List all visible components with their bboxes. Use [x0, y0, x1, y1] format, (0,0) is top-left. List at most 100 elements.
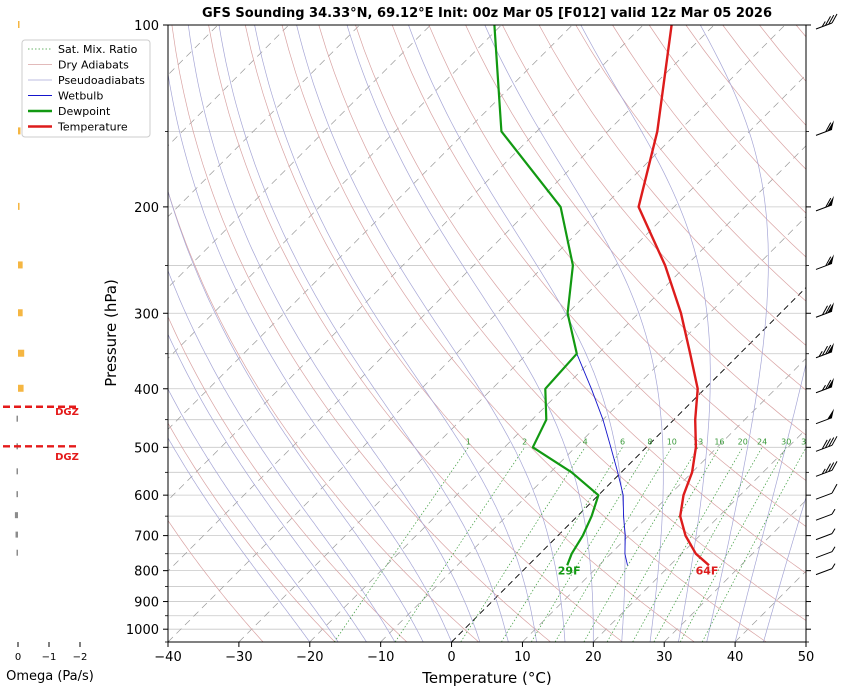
x-tick-label: −40 — [154, 650, 181, 665]
legend-item-label: Dewpoint — [58, 105, 111, 118]
y-tick-label: 700 — [134, 530, 159, 545]
omega-panel: 0 −1 −2 — [3, 21, 87, 663]
wind-barb-half-feather — [818, 351, 823, 357]
legend-item-label: Wetbulb — [58, 90, 103, 103]
y-tick-label: 900 — [134, 596, 159, 611]
y-axis-label: Pressure (hPa) — [102, 279, 120, 387]
wind-barb — [815, 302, 834, 318]
wind-barb — [815, 13, 838, 30]
wind-barb-feather — [825, 16, 831, 26]
mixing-ratio-line — [632, 447, 744, 642]
moist-adiabat-line — [168, 269, 396, 642]
mixing-ratio-line — [583, 447, 699, 642]
wind-barb — [815, 508, 836, 521]
wind-barb-half-feather — [821, 21, 826, 27]
moist-adiabat-line — [484, 25, 664, 642]
dry-adiabat-line — [795, 25, 806, 38]
wind-barb-feather — [825, 256, 832, 266]
wind-barb-feather — [831, 461, 838, 471]
omega-bar — [18, 21, 20, 28]
wind-barb-staff — [815, 533, 833, 541]
mixing-ratio-label: 36 — [801, 437, 811, 446]
wind-barb-half-feather — [822, 384, 826, 391]
dry-adiabat-line — [833, 25, 844, 642]
moist-adiabat-line — [218, 25, 509, 642]
omega-bar — [16, 468, 18, 475]
surface-temperature-label: 64F — [696, 564, 719, 577]
omega-bar — [18, 309, 23, 317]
omega-bar — [14, 512, 18, 519]
omega-tick-label: 0 — [15, 652, 21, 663]
wind-barb-half-feather — [821, 468, 826, 475]
moist-adiabat-line — [168, 333, 367, 642]
mixing-ratio-label: 20 — [738, 437, 748, 446]
wind-barb-flag — [827, 120, 834, 132]
mixing-ratio-label: 2 — [522, 437, 527, 446]
moist-adiabat-line — [580, 25, 711, 642]
dry-adiabat-line — [502, 25, 806, 391]
dry-adiabat-line — [168, 315, 408, 642]
y-tick-label: 100 — [134, 19, 159, 34]
omega-bar — [16, 491, 18, 498]
moist-adiabat-line — [168, 71, 452, 642]
isotherm-zero-line — [451, 286, 806, 642]
y-tick-label: 600 — [134, 489, 159, 504]
wind-barb-staff — [815, 551, 833, 559]
wind-barb-flag — [827, 302, 834, 314]
dry-adiabat-line — [168, 519, 264, 642]
wind-barb-feather — [828, 437, 835, 447]
isotherm-line — [805, 641, 806, 642]
wetbulb-line — [576, 353, 628, 566]
wind-barb-feather — [828, 14, 835, 25]
moist-adiabat-line — [187, 25, 481, 642]
wind-barb — [815, 120, 834, 136]
wind-barb-half-feather — [831, 528, 836, 534]
wind-barb — [815, 342, 834, 359]
x-tick-label: −30 — [225, 650, 252, 665]
wind-barb — [815, 483, 838, 500]
isotherm-line — [168, 25, 644, 501]
omega-bar — [18, 261, 23, 269]
wind-barb-feather — [822, 345, 828, 356]
omega-bar — [18, 349, 25, 357]
isotherm-line — [168, 25, 715, 572]
wind-barb-half-feather — [831, 546, 836, 552]
dry-adiabat-line — [244, 25, 695, 642]
y-tick-label: 300 — [134, 307, 159, 322]
dry-adiabat-line — [355, 25, 806, 574]
isotherm-line — [238, 74, 806, 642]
y-tick-label: 200 — [134, 201, 159, 216]
dry-adiabat-line — [318, 25, 806, 622]
wind-barb-staff — [815, 568, 833, 576]
wind-barb — [815, 254, 834, 270]
isotherm-line — [522, 357, 806, 642]
moist-adiabat-line — [763, 496, 806, 642]
wind-barb-staff — [815, 513, 833, 521]
dry-adiabat-line — [168, 422, 336, 642]
dry-adiabat-line — [391, 25, 806, 527]
surface-dewpoint-label: 29F — [558, 564, 581, 577]
wind-barb — [815, 528, 836, 541]
moist-adiabat-line — [346, 25, 594, 642]
plot-frame — [167, 24, 807, 643]
mixing-ratio-line — [606, 447, 720, 642]
isotherm-line — [168, 25, 573, 430]
mixing-ratio-label: 30 — [781, 437, 791, 446]
wind-barb-feather — [822, 305, 828, 315]
mixing-ratio-line — [679, 447, 787, 642]
omega-bar — [15, 531, 18, 538]
omega-bar — [18, 384, 24, 392]
wind-barb-feather — [825, 379, 832, 390]
dry-adiabat-line — [428, 25, 806, 482]
wind-barb-half-feather — [831, 508, 836, 515]
wind-barb-feather — [821, 439, 828, 450]
profile-series: 64F 29F — [493, 25, 719, 577]
wind-barb-flag — [827, 254, 834, 266]
wind-barb-feather — [828, 462, 835, 472]
mixing-ratio-label: 13 — [693, 437, 703, 446]
dry-adiabat-line — [575, 25, 806, 302]
x-tick-label: 10 — [514, 650, 531, 665]
mixing-ratio-line — [394, 447, 525, 642]
dry-adiabat-line — [759, 25, 806, 82]
